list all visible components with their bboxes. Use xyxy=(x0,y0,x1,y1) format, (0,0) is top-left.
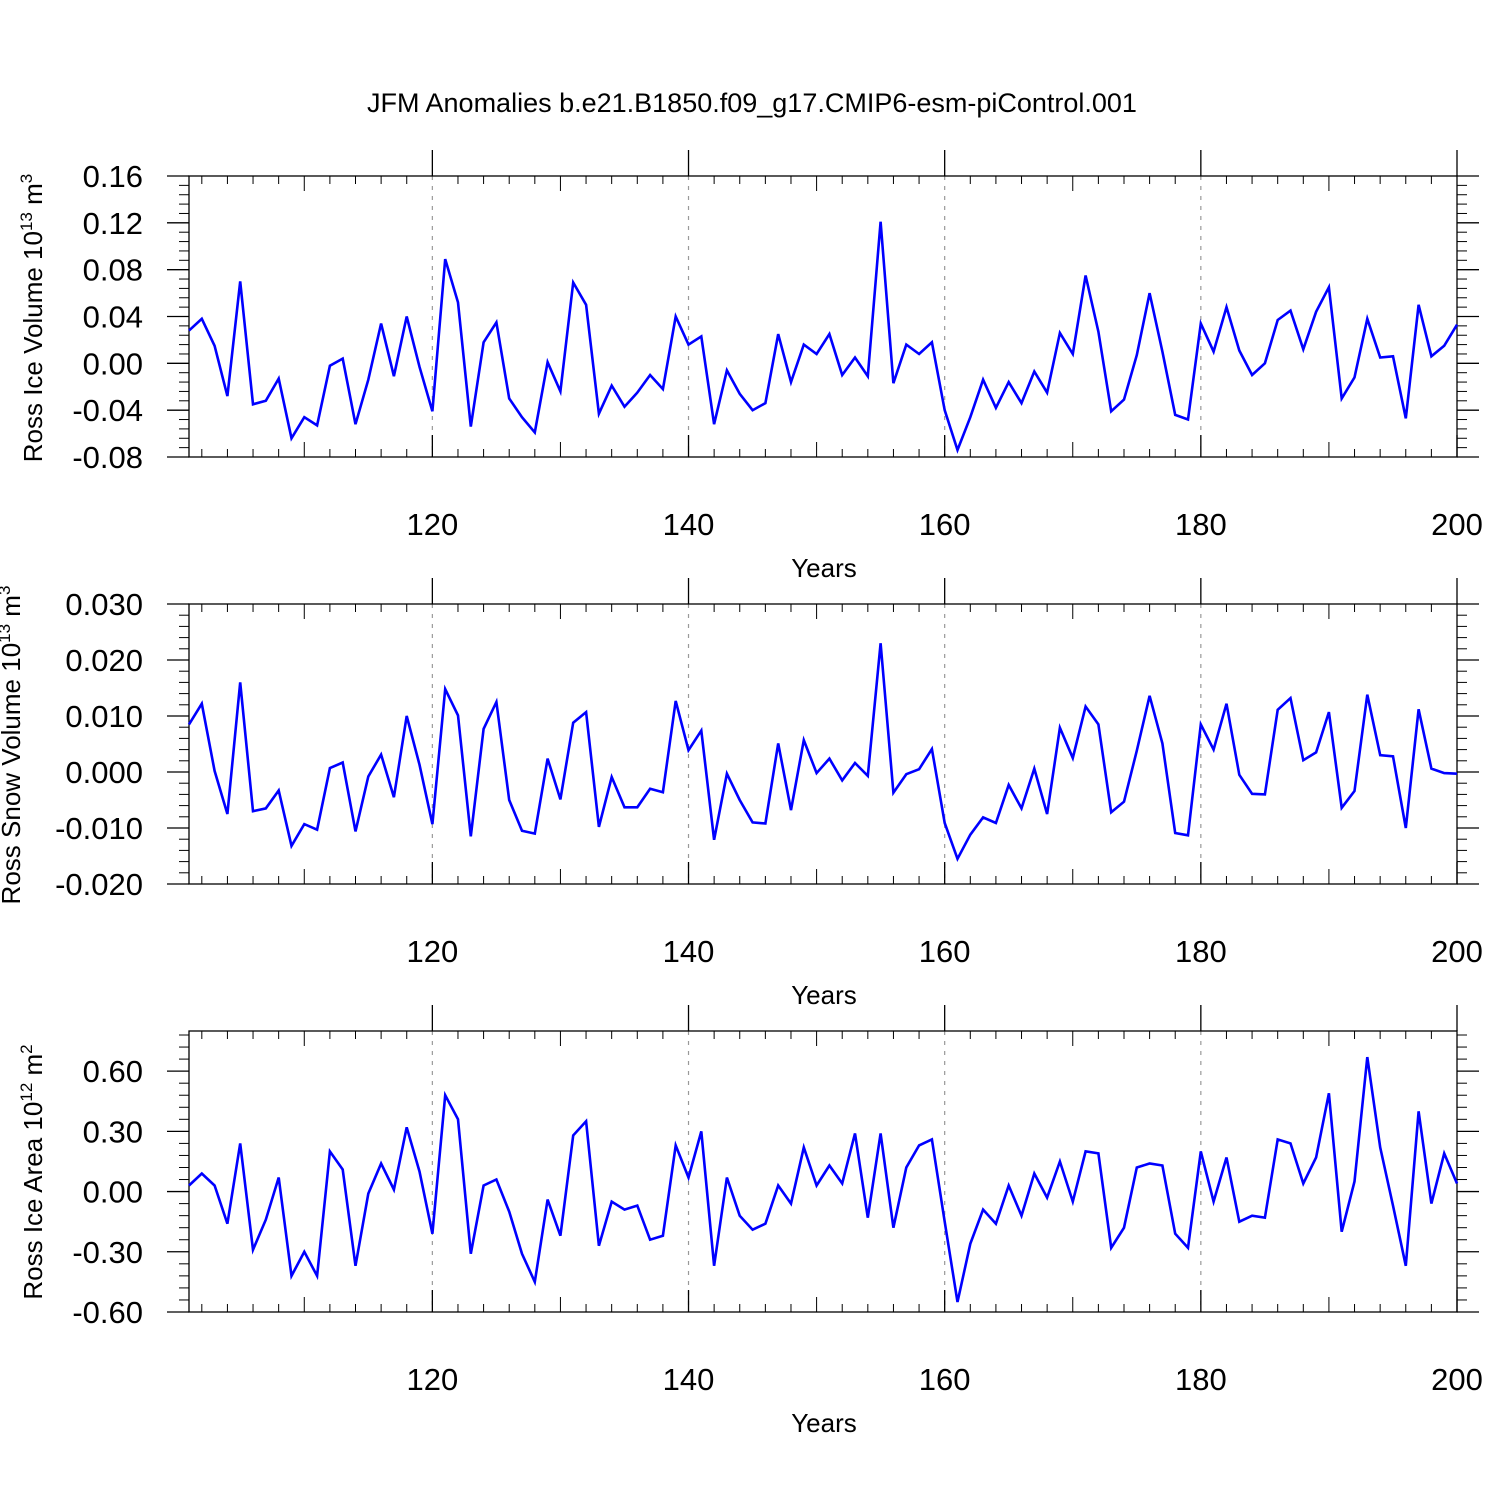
x-tick-label: 200 xyxy=(1431,1362,1483,1397)
series-line xyxy=(187,643,1458,863)
y-tick-label: 0.020 xyxy=(65,643,143,678)
y-tick-label: 0.60 xyxy=(83,1054,143,1089)
y-tick-label: 0.030 xyxy=(65,587,143,622)
panel-ross-ice-area: Ross Ice Area 1012 m2 Years 120 140 160 180… xyxy=(17,1005,1483,1438)
x-tick-label: 160 xyxy=(919,507,971,542)
x-tick-label: 180 xyxy=(1175,1362,1227,1397)
y-tick-label: -0.010 xyxy=(55,811,143,846)
x-axis-label: Years xyxy=(791,1408,857,1438)
series-line xyxy=(188,221,1459,454)
y-tick-label: 0.010 xyxy=(65,699,143,734)
x-tick-label: 160 xyxy=(919,934,971,969)
x-axis-label: Years xyxy=(791,980,857,1010)
x-tick-label: 200 xyxy=(1431,507,1483,542)
x-tick-label: 120 xyxy=(406,934,458,969)
x-tick-label: 140 xyxy=(663,1362,715,1397)
x-tick-label: 140 xyxy=(663,507,715,542)
panel-ross-snow-volume: Ross Snow Volume 1013 m3 Years 120 140 160… xyxy=(0,578,1483,1010)
y-tick-label: -0.020 xyxy=(55,867,143,902)
y-tick-label: 0.08 xyxy=(83,253,143,288)
y-tick-label: 0.30 xyxy=(83,1114,143,1149)
y-tick-label: 0.00 xyxy=(83,1175,143,1210)
plot-frame xyxy=(188,175,1458,458)
series-line xyxy=(188,1056,1459,1303)
y-axis-label: Ross Ice Area 1012 m2 xyxy=(17,1044,48,1299)
chart-title: JFM Anomalies b.e21.B1850.f09_g17.CMIP6-… xyxy=(367,88,1137,118)
y-axis-label: Ross Snow Volume 1013 m3 xyxy=(0,586,26,905)
y-axis-label: Ross Ice Volume 1013 m3 xyxy=(17,174,48,463)
plot-frame xyxy=(188,603,1458,885)
x-axis-label: Years xyxy=(791,553,857,583)
y-tick-label: 0.16 xyxy=(83,159,143,194)
plot-frame xyxy=(188,1030,1458,1313)
x-tick-label: 200 xyxy=(1431,934,1483,969)
y-tick-label: 0.04 xyxy=(83,300,143,335)
y-tick-label: 0.00 xyxy=(83,346,143,381)
x-tick-label: 140 xyxy=(663,934,715,969)
panel-ross-ice-volume: Ross Ice Volume 1013 m3 Years 120 140 160 1… xyxy=(17,150,1483,583)
y-tick-label: 0.12 xyxy=(83,206,143,241)
y-tick-label: 0.000 xyxy=(65,755,143,790)
y-tick-label: -0.60 xyxy=(72,1295,143,1330)
x-tick-label: 160 xyxy=(919,1362,971,1397)
x-tick-label: 120 xyxy=(406,1362,458,1397)
x-tick-label: 180 xyxy=(1175,507,1227,542)
x-tick-label: 180 xyxy=(1175,934,1227,969)
y-tick-label: -0.04 xyxy=(72,393,143,428)
y-tick-label: -0.30 xyxy=(72,1235,143,1270)
y-tick-label: -0.08 xyxy=(72,440,143,475)
x-tick-label: 120 xyxy=(406,507,458,542)
